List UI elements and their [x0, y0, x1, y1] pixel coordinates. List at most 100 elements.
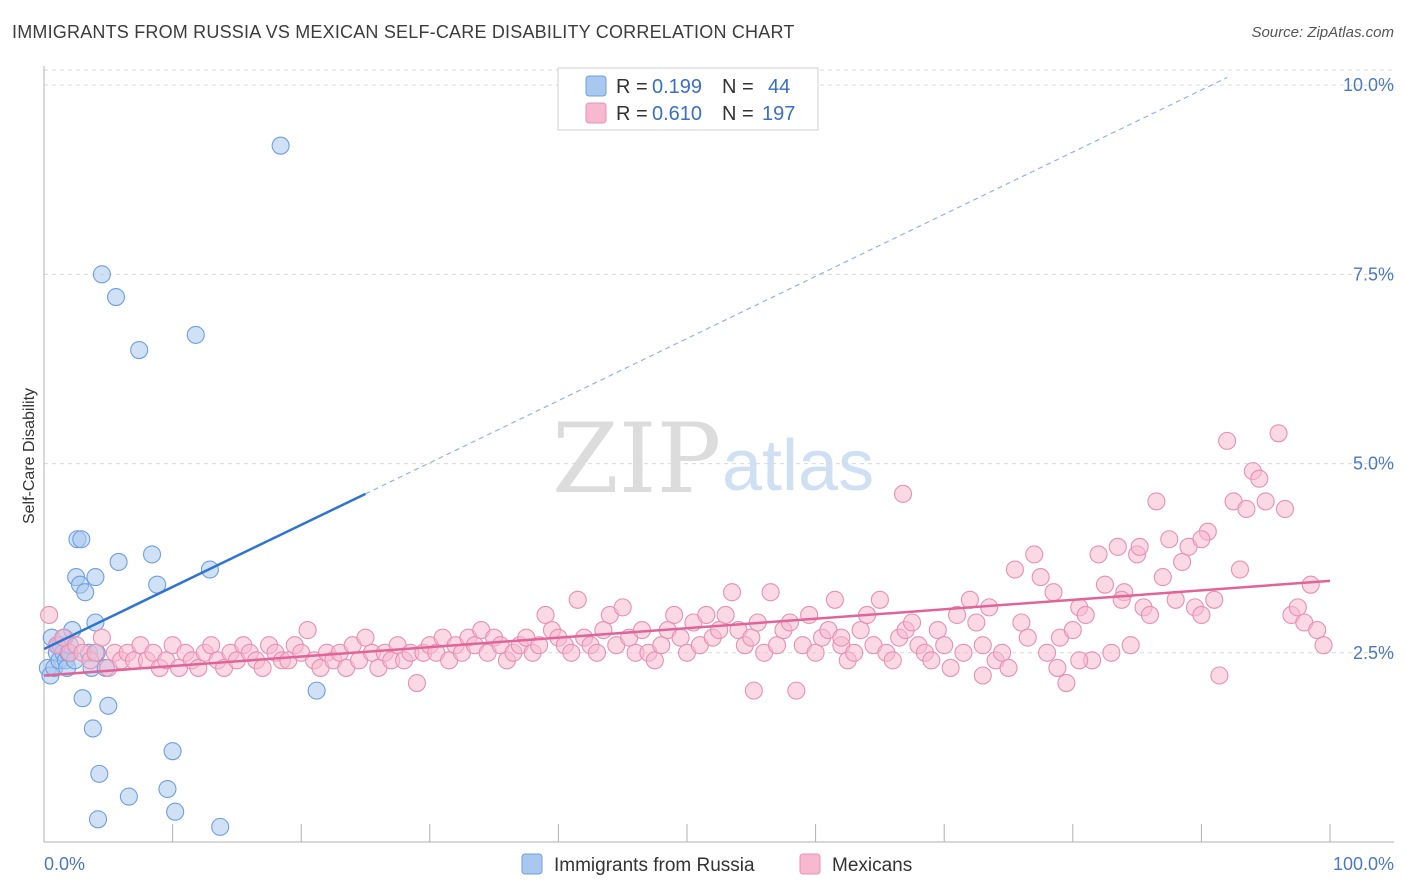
y-axis-title: Self-Care Disability	[21, 388, 38, 524]
watermark-atlas: atlas	[722, 426, 874, 506]
russia-point-19	[72, 530, 91, 549]
mexicans-point-153	[1025, 545, 1044, 564]
mexicans-point-105	[716, 605, 735, 624]
russia-point-26	[86, 568, 105, 587]
x-tick-label-max: 100.0%	[1333, 854, 1394, 874]
russia-point-20	[73, 689, 92, 708]
mexicans-point-142	[954, 643, 973, 662]
russia-point-36	[130, 340, 149, 360]
x-tick-label-min: 0.0%	[44, 854, 85, 874]
mexicans-point-188	[1269, 424, 1288, 443]
mexicans-point-126	[851, 621, 870, 640]
mexicans-point-8	[92, 628, 111, 647]
mexicans-point-98	[671, 628, 690, 647]
russia-point-42	[186, 325, 205, 344]
mexicans-point-194	[1314, 636, 1333, 655]
mexicans-point-154	[1031, 568, 1050, 587]
mexicans-point-104	[710, 621, 729, 640]
mexicans-point-156	[1044, 583, 1063, 602]
russia-point-45	[271, 136, 290, 155]
legend-n-label-pink: N =	[722, 103, 754, 125]
mexicans-point-86	[594, 621, 613, 640]
mexicans-point-81	[562, 643, 581, 662]
russia-point-21	[76, 583, 95, 602]
mexicans-point-196	[1048, 658, 1067, 677]
legend-n-value-blue: 44	[768, 76, 790, 98]
russia-point-37	[142, 545, 162, 564]
mexicans-point-57	[407, 674, 426, 693]
mexicans-point-195	[893, 484, 913, 503]
mexicans-point-158	[1057, 674, 1076, 693]
mexicans-point-150	[1005, 560, 1024, 579]
trend-line-mexicans	[43, 579, 1331, 677]
mexicans-point-192	[1301, 575, 1320, 594]
mexicans-point-198	[1070, 651, 1089, 670]
mexicans-point-25	[202, 636, 221, 655]
mexicans-point-85	[587, 643, 607, 662]
mexicans-point-144	[967, 613, 986, 632]
mexicans-point-134	[902, 613, 922, 632]
gridlines: 2.5% 5.0% 7.5% 10.0%	[44, 69, 1394, 663]
mexicans-point-113	[767, 636, 787, 655]
mexicans-point-23	[189, 658, 208, 677]
mexicans-point-7	[86, 643, 105, 662]
mexicans-point-159	[1063, 621, 1082, 640]
mexicans-point-155	[1038, 643, 1057, 662]
mexicans-point-112	[761, 583, 780, 602]
mexicans-point-163	[1089, 545, 1108, 564]
russia-point-30	[92, 265, 111, 284]
mexicans-point-187	[1256, 492, 1275, 511]
y-tick-label-3: 10.0%	[1343, 75, 1394, 95]
y-tick-label-1: 5.0%	[1353, 454, 1394, 474]
legend-r-label-pink: R =	[616, 103, 648, 125]
legend-r-value-blue: 0.199	[652, 76, 702, 98]
mexicans-point-179	[1192, 605, 1211, 624]
mexicans-point-164	[1095, 575, 1114, 594]
mexicans-point-202	[1192, 530, 1211, 549]
mexicans-point-204	[1275, 499, 1295, 519]
mexicans-point-97	[665, 605, 684, 624]
mexicans-point-122	[825, 590, 844, 609]
russia-point-35	[119, 787, 138, 806]
mexicans-point-116	[787, 681, 806, 700]
mexicans-point-172	[1147, 492, 1166, 511]
mexicans-point-203	[1250, 469, 1269, 488]
mexicans-point-102	[697, 605, 716, 624]
mexicans-point-115	[780, 613, 799, 632]
trend-line-russia	[43, 492, 367, 651]
mexicans-point-174	[1160, 530, 1179, 549]
mexicans-point-184	[1230, 560, 1250, 579]
mexicans-point-206	[1112, 590, 1131, 609]
legend-r-value-pink: 0.610	[652, 103, 702, 125]
bottom-legend-label-mexicans: Mexicans	[832, 855, 912, 876]
source-credit: Source: ZipAtlas.com	[1251, 24, 1394, 41]
mexicans-point-0	[40, 605, 59, 624]
mexicans-point-161	[1076, 605, 1095, 624]
mexicans-point-129	[870, 590, 889, 609]
mexicans-point-148	[993, 643, 1012, 662]
mexicans-point-49	[356, 628, 375, 647]
mexicans-point-165	[1102, 643, 1121, 662]
y-tick-label-0: 2.5%	[1353, 643, 1394, 663]
mexicans-point-151	[1012, 613, 1031, 632]
mexicans-point-197	[1210, 666, 1229, 685]
bottom-legend-label-russia: Immigrants from Russia	[554, 855, 755, 876]
russia-point-39	[158, 779, 177, 799]
mexicans-point-185	[1237, 499, 1256, 519]
axes	[43, 66, 1394, 843]
mexicans-point-77	[536, 605, 555, 624]
mexicans-point-125	[845, 643, 864, 662]
bottom-legend-swatch-mexicans	[799, 853, 821, 875]
russia-point-33	[106, 288, 126, 307]
mexicans-point-193	[1308, 621, 1327, 640]
mexicans-point-119	[806, 643, 825, 662]
mexicans-point-138	[928, 621, 947, 640]
bottom-legend: Immigrants from Russia Mexicans	[521, 853, 912, 876]
mexicans-point-181	[1205, 590, 1224, 609]
russia-point-46	[307, 681, 326, 700]
mexicans-point-89	[613, 598, 632, 617]
series-immigrants-from-russia-points	[38, 136, 326, 836]
legend-swatch-pink	[585, 102, 607, 124]
russia-point-34	[109, 552, 128, 572]
